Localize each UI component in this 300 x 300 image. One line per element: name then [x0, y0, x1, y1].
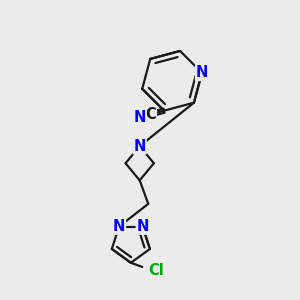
Text: C: C	[146, 107, 156, 122]
Text: N: N	[134, 139, 146, 154]
Text: N: N	[134, 110, 146, 124]
Text: N: N	[136, 219, 149, 234]
Text: N: N	[113, 219, 125, 234]
Text: Cl: Cl	[148, 263, 164, 278]
Text: N: N	[196, 65, 208, 80]
